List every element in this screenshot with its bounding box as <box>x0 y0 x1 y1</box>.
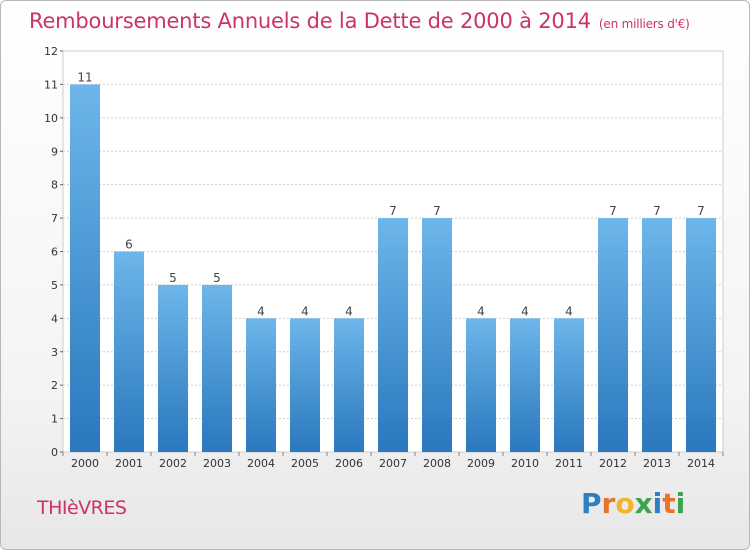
x-tick-label: 2013 <box>643 457 671 470</box>
bar-2000 <box>70 84 100 453</box>
data-label: 5 <box>169 271 177 285</box>
data-label: 6 <box>125 238 133 252</box>
x-tick-label: 2008 <box>423 457 451 470</box>
data-label: 7 <box>609 204 617 218</box>
bar-2007 <box>378 218 408 452</box>
data-label: 4 <box>345 304 353 318</box>
y-tick-label: 2 <box>51 379 58 392</box>
bar-2006 <box>334 318 364 452</box>
x-tick-label: 2012 <box>599 457 627 470</box>
x-axis-ticks: 2000 2001 2002 2003 2004 2005 2006 2007 2008 2009… <box>62 452 724 470</box>
y-tick-label: 9 <box>51 145 58 158</box>
bars <box>70 84 716 453</box>
y-tick-label: 12 <box>44 45 58 58</box>
logo-letter: x <box>634 487 653 520</box>
x-tick-label: 2006 <box>335 457 363 470</box>
data-label: 4 <box>301 304 309 318</box>
y-tick-label: 7 <box>51 212 58 225</box>
x-tick-label: 2007 <box>379 457 407 470</box>
x-tick-label: 2011 <box>555 457 583 470</box>
data-label: 7 <box>697 204 705 218</box>
bar-2002 <box>158 284 188 452</box>
logo-letter: o <box>615 487 635 520</box>
y-tick-label: 5 <box>51 279 58 292</box>
y-tick-label: 11 <box>44 78 58 91</box>
logo-letter: r <box>601 487 616 520</box>
bar-2010 <box>510 318 540 452</box>
logo-letter: t <box>662 487 676 520</box>
data-label: 4 <box>477 304 485 318</box>
data-label: 4 <box>565 304 573 318</box>
bar-2003 <box>202 284 232 452</box>
logo-letter: i <box>652 487 663 520</box>
y-tick-label: 3 <box>51 346 58 359</box>
bar-2004 <box>246 318 276 452</box>
data-label: 7 <box>653 204 661 218</box>
data-label: 4 <box>521 304 529 318</box>
bar-2011 <box>554 318 584 452</box>
proxiti-logo: Proxiti <box>581 487 685 520</box>
commune-name: THIèVRES <box>37 497 127 519</box>
x-tick-label: 2004 <box>247 457 275 470</box>
data-label: 11 <box>77 70 92 84</box>
data-labels: 11 6 5 5 4 4 4 7 7 4 4 4 7 7 7 <box>77 70 704 318</box>
data-label: 7 <box>389 204 397 218</box>
unit-note: (en milliers d'€) <box>598 17 690 31</box>
bar-2008 <box>422 218 452 452</box>
y-tick-label: 4 <box>51 312 58 325</box>
x-tick-label: 2003 <box>203 457 231 470</box>
x-tick-label: 2002 <box>159 457 187 470</box>
x-tick-label: 2000 <box>71 457 99 470</box>
y-tick-label: 6 <box>51 246 58 259</box>
chart-title: Remboursements Annuels de la Dette de 20… <box>29 9 690 33</box>
y-tick-label: 10 <box>44 112 58 125</box>
bar-2012 <box>598 218 628 452</box>
x-tick-label: 2014 <box>687 457 715 470</box>
bar-2001 <box>114 251 144 452</box>
x-tick-label: 2009 <box>467 457 495 470</box>
data-label: 4 <box>257 304 265 318</box>
bar-2014 <box>686 218 716 452</box>
logo-letter: i <box>675 487 686 520</box>
y-tick-label: 8 <box>51 179 58 192</box>
bar-2013 <box>642 218 672 452</box>
title-text: Remboursements Annuels de la Dette de 20… <box>29 9 591 33</box>
bar-2009 <box>466 318 496 452</box>
y-tick-label: 1 <box>51 413 58 426</box>
data-label: 7 <box>433 204 441 218</box>
data-label: 5 <box>213 271 221 285</box>
x-tick-label: 2005 <box>291 457 319 470</box>
x-tick-label: 2001 <box>115 457 143 470</box>
logo-letter: P <box>581 487 602 520</box>
x-tick-label: 2010 <box>511 457 539 470</box>
y-tick-label: 0 <box>51 446 58 459</box>
bar-2005 <box>290 318 320 452</box>
